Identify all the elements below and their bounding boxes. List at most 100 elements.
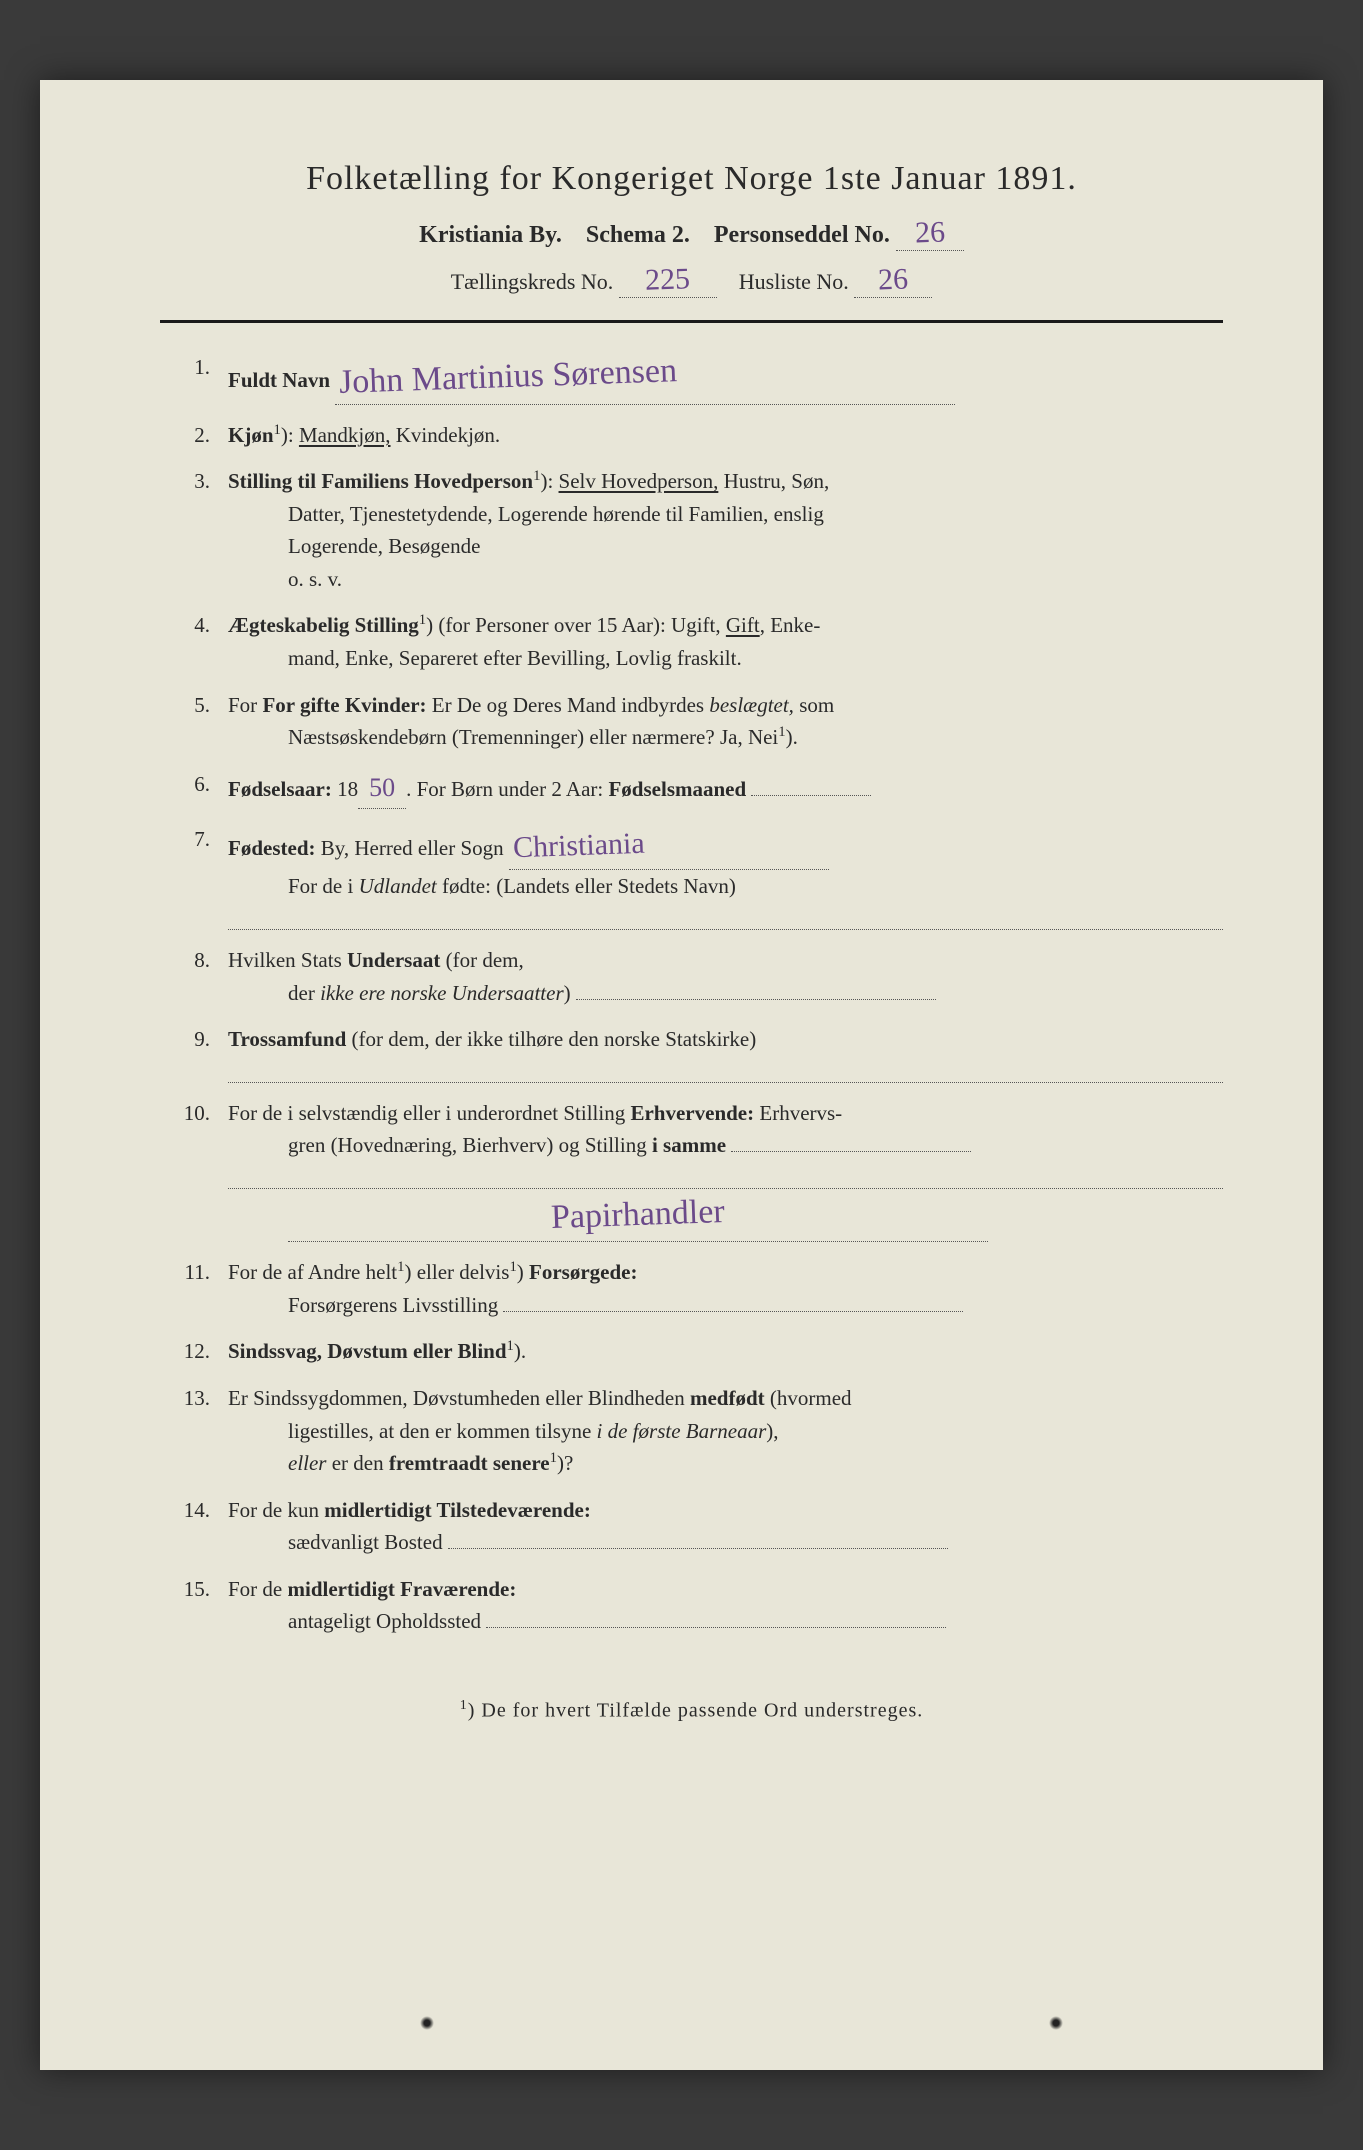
field-9: 9. Trossamfund (for dem, der ikke tilhør…: [160, 1023, 1223, 1083]
field-7-value: Christiania: [508, 820, 649, 871]
field-12: 12. Sindssvag, Døvstum eller Blind1).: [160, 1335, 1223, 1368]
field-2-label: Kjøn: [228, 423, 274, 447]
field-13-line2a: ligestilles, at den er kommen tilsyne: [288, 1419, 597, 1443]
field-5-em1: beslægtet,: [709, 693, 794, 717]
field-7-text1: By, Herred eller Sogn: [316, 836, 504, 860]
field-2-content: Kjøn1): Mandkjøn, Kvindekjøn.: [228, 419, 1223, 452]
field-4-num: 4.: [160, 609, 228, 674]
field-2: 2. Kjøn1): Mandkjøn, Kvindekjøn.: [160, 419, 1223, 452]
field-11-num: 11.: [160, 1256, 228, 1321]
field-5-text1: Er De og Deres Mand indbyrdes: [427, 693, 710, 717]
subtitle-line-1: Kristiania By. Schema 2. Personseddel No…: [160, 216, 1223, 251]
husliste-no-value: 26: [874, 262, 913, 297]
field-10-line1b: Erhvervs-: [754, 1101, 842, 1125]
footnote-sup: 1: [460, 1698, 468, 1713]
field-11-blank: [503, 1311, 963, 1312]
field-10-content: For de i selvstændig eller i underordnet…: [228, 1097, 1223, 1243]
field-8-line1a: Hvilken Stats: [228, 948, 347, 972]
field-8-line2a: der: [288, 981, 320, 1005]
field-7-line2b: fødte: (Landets eller Stedets Navn): [437, 874, 736, 898]
field-1-value: John Martinius Sørensen: [335, 345, 683, 410]
field-11-line2wrap: Forsørgerens Livsstilling: [228, 1289, 1223, 1322]
footnote-text: ) De for hvert Tilfælde passende Ord und…: [468, 1700, 923, 1722]
field-11-content: For de af Andre helt1) eller delvis1) Fo…: [228, 1256, 1223, 1321]
field-5: 5. For For gifte Kvinder: Er De og Deres…: [160, 689, 1223, 754]
field-6-rest: . For Børn under 2 Aar:: [406, 777, 608, 801]
field-12-post: ).: [514, 1339, 526, 1363]
field-1-label: Fuldt Navn: [228, 368, 330, 392]
field-13-line1b: (hvormed: [765, 1386, 852, 1410]
kreds-no-field: 225: [619, 263, 717, 298]
field-4-content: Ægteskabelig Stilling1) (for Personer ov…: [228, 609, 1223, 674]
field-3-line4: o. s. v.: [228, 563, 1223, 596]
field-13-line3a: eller: [288, 1451, 326, 1475]
field-4-opts-pre: Ugift,: [666, 613, 726, 637]
field-10-line1a: For de i selvstændig eller i underordnet…: [228, 1101, 630, 1125]
field-13-sup: 1: [550, 1450, 557, 1466]
field-10-bold2: i samme: [652, 1133, 726, 1157]
field-6-label: Fødselsaar:: [228, 777, 332, 801]
field-14-content: For de kun midlertidigt Tilstedeværende:…: [228, 1494, 1223, 1559]
field-13-num: 13.: [160, 1382, 228, 1480]
field-11-line1b: ) eller delvis: [404, 1260, 509, 1284]
divider: [160, 320, 1223, 323]
field-11-line1c: ): [517, 1260, 529, 1284]
field-6-num: 6.: [160, 768, 228, 809]
field-15-line2wrap: antageligt Opholdssted: [228, 1605, 1223, 1638]
field-7-em: Udlandet: [359, 874, 437, 898]
field-11-line1a: For de af Andre helt: [228, 1260, 397, 1284]
field-11-sup2: 1: [509, 1259, 516, 1275]
field-2-label-post: ):: [281, 423, 294, 447]
field-14-num: 14.: [160, 1494, 228, 1559]
field-3-label: Stilling til Familiens Hovedperson: [228, 469, 533, 493]
field-2-opt-mand: Mandkjøn,: [299, 423, 391, 447]
field-4-label: Ægteskabelig Stilling: [228, 613, 419, 637]
field-13-line2b: ),: [766, 1419, 778, 1443]
field-4-line2: mand, Enke, Separeret efter Bevilling, L…: [228, 642, 1223, 675]
field-9-blank: [228, 1062, 1223, 1083]
city-label: Kristiania By.: [419, 222, 562, 248]
field-10: 10. For de i selvstændig eller i underor…: [160, 1097, 1223, 1243]
field-15-line1: For de: [228, 1577, 288, 1601]
field-10-label: Erhvervende:: [630, 1101, 754, 1125]
main-title: Folketælling for Kongeriget Norge 1ste J…: [160, 160, 1223, 198]
field-9-content: Trossamfund (for dem, der ikke tilhøre d…: [228, 1023, 1223, 1083]
field-10-line2: gren (Hovednæring, Bierhverv) og Stillin…: [228, 1129, 1223, 1162]
field-14-line2wrap: sædvanligt Bosted: [228, 1526, 1223, 1559]
field-3: 3. Stilling til Familiens Hovedperson1):…: [160, 465, 1223, 595]
field-5-content: For For gifte Kvinder: Er De og Deres Ma…: [228, 689, 1223, 754]
field-5-line2b: ).: [786, 725, 798, 749]
field-8-em: ikke ere norske Undersaatter: [320, 981, 564, 1005]
field-4: 4. Ægteskabelig Stilling1) (for Personer…: [160, 609, 1223, 674]
field-13: 13. Er Sindssygdommen, Døvstumheden elle…: [160, 1382, 1223, 1480]
field-6: 6. Fødselsaar: 1850. For Børn under 2 Aa…: [160, 768, 1223, 809]
field-15-content: For de midlertidigt Fraværende: antageli…: [228, 1573, 1223, 1638]
field-3-line3: Logerende, Besøgende: [228, 530, 1223, 563]
field-12-sup: 1: [507, 1338, 514, 1354]
field-13-em1: i de første Barneaar: [597, 1419, 767, 1443]
field-6-year-field: 50: [358, 768, 406, 809]
field-8-label: Undersaat: [347, 948, 440, 972]
footnote: 1) De for hvert Tilfælde passende Ord un…: [160, 1698, 1223, 1723]
field-5-line2a: Næstsøskendebørn (Tremenninger) eller næ…: [288, 725, 778, 749]
field-14-bold: midlertidigt Tilstedeværende:: [324, 1498, 591, 1522]
field-8-line2b: ): [564, 981, 571, 1005]
field-13-line3b: er den: [326, 1451, 388, 1475]
field-6-content: Fødselsaar: 1850. For Børn under 2 Aar: …: [228, 768, 1223, 809]
kreds-label: Tællingskreds No.: [451, 269, 614, 294]
field-10-num: 10.: [160, 1097, 228, 1243]
field-7-line2: For de i Udlandet fødte: (Landets eller …: [228, 870, 1223, 903]
field-14-line2: sædvanligt Bosted: [288, 1530, 443, 1554]
field-13-line3c: )?: [557, 1451, 573, 1475]
field-13-bold2: fremtraadt senere: [389, 1451, 550, 1475]
field-1-content: Fuldt Navn John Martinius Sørensen: [228, 351, 1223, 405]
field-10-line2a: gren (Hovednæring, Bierhverv) og Stillin…: [288, 1133, 652, 1157]
field-9-num: 9.: [160, 1023, 228, 1083]
field-6-month-field: [751, 795, 871, 796]
field-13-line3: eller er den fremtraadt senere1)?: [228, 1447, 1223, 1480]
field-8-num: 8.: [160, 944, 228, 1009]
field-12-num: 12.: [160, 1335, 228, 1368]
field-15-bold: midlertidigt Fraværende:: [288, 1577, 517, 1601]
field-15-num: 15.: [160, 1573, 228, 1638]
schema-label: Schema 2.: [586, 222, 690, 248]
